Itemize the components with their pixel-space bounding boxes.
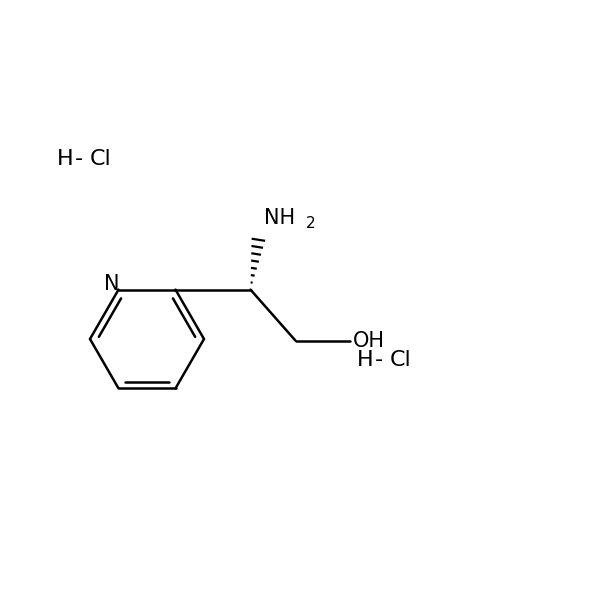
- Text: H: H: [357, 350, 374, 370]
- Text: Cl: Cl: [90, 149, 112, 169]
- Text: 2: 2: [306, 215, 316, 230]
- Text: -: -: [375, 350, 383, 370]
- Text: -: -: [75, 149, 83, 169]
- Text: NH: NH: [265, 208, 295, 228]
- Text: N: N: [104, 274, 119, 293]
- Text: OH: OH: [353, 331, 385, 350]
- Text: H: H: [57, 149, 74, 169]
- Text: Cl: Cl: [390, 350, 412, 370]
